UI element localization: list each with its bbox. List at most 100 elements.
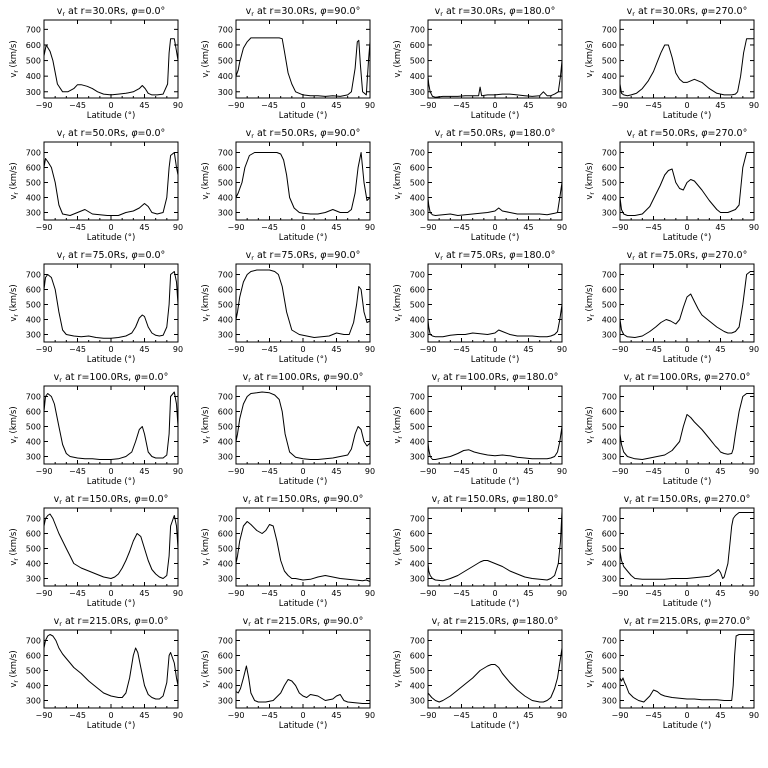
x-axis-label: Latitude (°) bbox=[663, 355, 712, 365]
x-tick-label: 90 bbox=[173, 589, 183, 598]
x-tick-label: 90 bbox=[173, 467, 183, 476]
chart-title: vr at r=50.0Rs, φ=90.0° bbox=[246, 128, 361, 140]
y-tick-label: 300 bbox=[410, 575, 425, 584]
x-tick-label: −90 bbox=[612, 467, 629, 476]
x-tick-label: −45 bbox=[261, 223, 278, 232]
x-tick-label: −45 bbox=[453, 711, 470, 720]
x-tick-label: −45 bbox=[453, 345, 470, 354]
x-tick-label: 45 bbox=[523, 467, 533, 476]
y-tick-label: 400 bbox=[602, 438, 617, 447]
x-axis-label: Latitude (°) bbox=[471, 233, 520, 243]
x-tick-label: 90 bbox=[749, 345, 759, 354]
plot-frame bbox=[43, 507, 179, 587]
x-tick-label: −90 bbox=[420, 223, 437, 232]
plot-frame bbox=[427, 507, 563, 587]
x-tick-label: −90 bbox=[612, 589, 629, 598]
x-tick-label: 0 bbox=[684, 467, 689, 476]
y-axis-label: vr (km/s) bbox=[393, 528, 404, 565]
x-tick-label: 90 bbox=[749, 223, 759, 232]
y-tick-label: 400 bbox=[218, 72, 233, 81]
chart-panel: vr at r=30.0Rs, φ=180.0° −90 −45 0 45 90 300 40… bbox=[393, 6, 567, 121]
y-axis-label: vr (km/s) bbox=[201, 162, 212, 199]
y-tick-label: 500 bbox=[218, 423, 233, 432]
x-axis-label: Latitude (°) bbox=[471, 477, 520, 487]
chart-title: vr at r=50.0Rs, φ=180.0° bbox=[435, 128, 556, 140]
series-line bbox=[235, 521, 371, 582]
x-axis-label: Latitude (°) bbox=[471, 721, 520, 731]
x-tick-label: −90 bbox=[420, 711, 437, 720]
y-tick-label: 700 bbox=[218, 25, 233, 34]
x-tick-label: −90 bbox=[228, 223, 245, 232]
x-tick-label: −45 bbox=[69, 345, 86, 354]
x-tick-label: 90 bbox=[557, 345, 567, 354]
y-tick-label: 300 bbox=[602, 697, 617, 706]
y-tick-label: 500 bbox=[602, 301, 617, 310]
x-tick-label: 45 bbox=[139, 467, 149, 476]
x-tick-label: −90 bbox=[612, 345, 629, 354]
plot-frame bbox=[427, 385, 563, 465]
y-tick-label: 700 bbox=[218, 271, 233, 280]
y-tick-label: 600 bbox=[26, 164, 41, 173]
x-tick-label: −45 bbox=[261, 467, 278, 476]
y-tick-label: 400 bbox=[602, 560, 617, 569]
x-tick-label: 90 bbox=[365, 223, 375, 232]
y-tick-label: 600 bbox=[410, 652, 425, 661]
y-axis-label: vr (km/s) bbox=[9, 162, 20, 199]
y-tick-label: 300 bbox=[26, 88, 41, 97]
y-tick-label: 600 bbox=[26, 41, 41, 50]
y-tick-label: 700 bbox=[410, 515, 425, 524]
x-tick-label: 45 bbox=[715, 467, 725, 476]
x-tick-label: 45 bbox=[139, 345, 149, 354]
x-tick-label: 0 bbox=[492, 101, 497, 110]
y-tick-label: 400 bbox=[26, 316, 41, 325]
y-tick-label: 400 bbox=[410, 438, 425, 447]
y-tick-label: 500 bbox=[602, 179, 617, 188]
y-tick-label: 600 bbox=[218, 286, 233, 295]
y-axis-label: vr (km/s) bbox=[393, 650, 404, 687]
y-tick-label: 700 bbox=[410, 25, 425, 34]
x-tick-label: −45 bbox=[69, 467, 86, 476]
x-tick-label: 45 bbox=[139, 101, 149, 110]
chart-panel: vr at r=50.0Rs, φ=0.0° −90 −45 0 45 90 300 400 5… bbox=[9, 128, 183, 243]
y-tick-label: 500 bbox=[410, 667, 425, 676]
x-tick-label: −90 bbox=[228, 711, 245, 720]
chart-title: vr at r=50.0Rs, φ=0.0° bbox=[57, 128, 166, 140]
series-line bbox=[427, 426, 563, 460]
x-tick-label: 0 bbox=[684, 589, 689, 598]
x-tick-label: 0 bbox=[684, 345, 689, 354]
x-tick-label: −45 bbox=[261, 345, 278, 354]
y-tick-label: 700 bbox=[410, 637, 425, 646]
chart-panel: vr at r=30.0Rs, φ=90.0° −90 −45 0 45 90 300 400… bbox=[201, 6, 375, 121]
plot-frame bbox=[43, 19, 179, 99]
x-tick-label: 0 bbox=[492, 711, 497, 720]
x-tick-label: −45 bbox=[69, 223, 86, 232]
y-tick-label: 400 bbox=[602, 194, 617, 203]
y-tick-label: 500 bbox=[410, 545, 425, 554]
x-tick-label: 0 bbox=[684, 223, 689, 232]
y-tick-label: 600 bbox=[410, 164, 425, 173]
y-tick-label: 400 bbox=[218, 316, 233, 325]
chart-panel: vr at r=75.0Rs, φ=90.0° −90 −45 0 45 90 300 400… bbox=[201, 250, 375, 365]
x-tick-label: 45 bbox=[715, 345, 725, 354]
x-axis-label: Latitude (°) bbox=[87, 477, 136, 487]
x-tick-label: −90 bbox=[36, 589, 53, 598]
y-tick-label: 600 bbox=[26, 408, 41, 417]
series-line bbox=[43, 152, 179, 216]
y-tick-label: 400 bbox=[218, 438, 233, 447]
chart-title: vr at r=75.0Rs, φ=0.0° bbox=[57, 250, 166, 262]
y-tick-label: 600 bbox=[410, 286, 425, 295]
x-tick-label: 0 bbox=[684, 101, 689, 110]
chart-title: vr at r=100.0Rs, φ=270.0° bbox=[624, 372, 751, 384]
y-tick-label: 600 bbox=[26, 530, 41, 539]
y-tick-label: 500 bbox=[410, 301, 425, 310]
x-tick-label: 0 bbox=[492, 467, 497, 476]
x-tick-label: 0 bbox=[492, 223, 497, 232]
y-axis-label: vr (km/s) bbox=[201, 40, 212, 77]
plot-frame bbox=[235, 507, 371, 587]
y-tick-label: 500 bbox=[218, 545, 233, 554]
chart-panel: vr at r=150.0Rs, φ=90.0° −90 −45 0 45 90 300 40… bbox=[201, 494, 375, 609]
y-tick-label: 500 bbox=[26, 301, 41, 310]
plot-frame bbox=[619, 19, 755, 99]
x-tick-label: −90 bbox=[228, 467, 245, 476]
y-tick-label: 400 bbox=[26, 560, 41, 569]
